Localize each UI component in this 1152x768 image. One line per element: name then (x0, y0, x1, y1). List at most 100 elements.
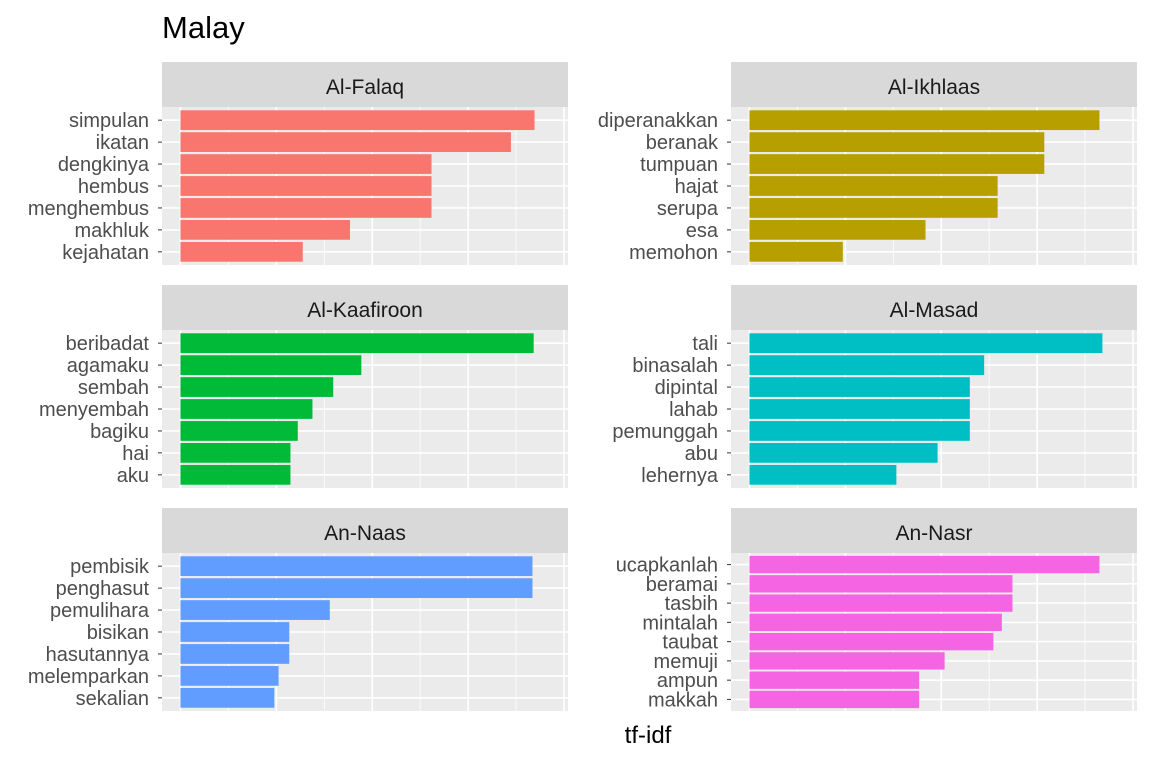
bar-diperanakkan (749, 110, 1100, 131)
facet-panel-al-masad: Al-Masad talibinasalahdipintallahabpemung… (612, 285, 1137, 488)
facet-strip-label: Al-Kaafiroon (307, 299, 423, 322)
category-label: memuji (654, 651, 718, 673)
bar-menghembus (180, 198, 432, 218)
category-label: ikatan (96, 132, 149, 154)
bar-penghasut (180, 578, 533, 598)
bar-pemulihara (180, 600, 330, 620)
category-label: memohon (629, 242, 718, 264)
bar-hembus (180, 176, 432, 196)
bar-hasutannya (180, 644, 290, 664)
category-label: penghasut (56, 578, 150, 600)
category-label: agamaku (67, 355, 149, 377)
facet-panel-al-kaafiroon: Al-Kaafiroon beribadatagamakusembahmenyem… (39, 285, 568, 488)
bar-abu (749, 443, 938, 463)
bar-pembisik (180, 556, 533, 577)
category-label: pemunggah (612, 421, 718, 443)
category-label: dipintal (655, 377, 718, 399)
bar-lahab (749, 399, 970, 419)
category-label: esa (686, 220, 719, 242)
bar-taubat (749, 632, 994, 651)
bar-dipintal (749, 377, 970, 397)
category-label: beranak (646, 132, 719, 154)
category-label: makkah (648, 689, 718, 711)
bar-beranak (749, 132, 1045, 152)
bar-ucapkanlah (749, 555, 1100, 574)
category-label: bagiku (90, 421, 149, 443)
category-label: menyembah (39, 399, 149, 421)
bar-makhluk (180, 220, 350, 240)
facet-panel-an-naas: An-Naas pembisikpenghasutpemuliharabisika… (28, 508, 568, 711)
bar-simpulan (180, 110, 535, 131)
facet-strip (162, 508, 568, 553)
category-label: pembisik (70, 556, 150, 578)
bar-memohon (749, 241, 843, 262)
bar-kejahatan (180, 241, 303, 262)
bar-bagiku (180, 421, 298, 441)
bar-tumpuan (749, 154, 1045, 174)
category-label: sembah (78, 377, 149, 399)
category-label: abu (685, 443, 718, 465)
bar-pemunggah (749, 421, 970, 441)
bar-lehernya (749, 464, 897, 485)
category-label: diperanakkan (598, 110, 718, 132)
chart-title: Malay (162, 10, 245, 45)
bar-agamaku (180, 355, 362, 375)
bar-mintalah (749, 613, 1002, 632)
bar-beribadat (180, 333, 534, 354)
category-label: lahab (669, 399, 718, 421)
bar-sekalian (180, 687, 275, 708)
category-label: simpulan (69, 110, 149, 132)
category-label: tali (692, 333, 718, 355)
facet-panel-an-nasr: An-Nasr ucapkanlahberamaitasbihmintalahta… (616, 508, 1137, 711)
category-label: tasbih (665, 593, 718, 615)
category-label: sekalian (76, 688, 149, 710)
bar-tasbih (749, 594, 1013, 612)
facet-panel-al-ikhlaas: Al-Ikhlaas diperanakkanberanaktumpuanhaja… (598, 62, 1137, 265)
category-label: pemulihara (50, 600, 150, 622)
bar-beramai (749, 575, 1013, 593)
bar-binasalah (749, 355, 985, 375)
category-label: lehernya (641, 465, 719, 487)
bar-menyembah (180, 399, 313, 419)
bar-serupa (749, 198, 998, 218)
bar-hajat (749, 176, 998, 196)
category-label: hai (122, 443, 149, 465)
category-label: taubat (662, 632, 718, 654)
facet-strip-label: An-Naas (324, 522, 406, 545)
category-label: hembus (78, 176, 149, 198)
bar-esa (749, 220, 926, 240)
category-label: mintalah (642, 612, 718, 634)
facet-panel-al-falaq: Al-Falaq simpulanikatandengkinyahembusmen… (28, 62, 568, 265)
bar-tali (749, 333, 1103, 354)
category-label: makhluk (75, 220, 150, 242)
category-label: ucapkanlah (616, 555, 718, 577)
bar-melemparkan (180, 666, 279, 686)
x-axis-label: tf-idf (624, 722, 672, 749)
category-label: beramai (646, 574, 718, 596)
bar-hai (180, 443, 291, 463)
facet-strip (162, 62, 568, 107)
bar-makkah (749, 690, 920, 709)
category-label: hasutannya (46, 644, 150, 666)
category-label: dengkinya (58, 154, 150, 176)
bar-ikatan (180, 132, 511, 152)
bar-dengkinya (180, 154, 432, 174)
category-label: bisikan (87, 622, 149, 644)
category-label: aku (117, 465, 149, 487)
facet-strip-label: An-Nasr (895, 522, 972, 545)
category-label: melemparkan (28, 666, 149, 688)
facet-strip-label: Al-Masad (890, 299, 979, 322)
bar-bisikan (180, 622, 290, 642)
category-label: tumpuan (640, 154, 718, 176)
facet-strip (731, 285, 1137, 330)
bar-memuji (749, 652, 945, 670)
bar-ampun (749, 671, 920, 689)
bar-sembah (180, 377, 334, 397)
bar-aku (180, 464, 291, 485)
category-label: hajat (675, 176, 719, 198)
category-label: serupa (657, 198, 719, 220)
category-label: kejahatan (62, 242, 149, 264)
category-label: beribadat (66, 333, 150, 355)
category-label: ampun (657, 670, 718, 692)
